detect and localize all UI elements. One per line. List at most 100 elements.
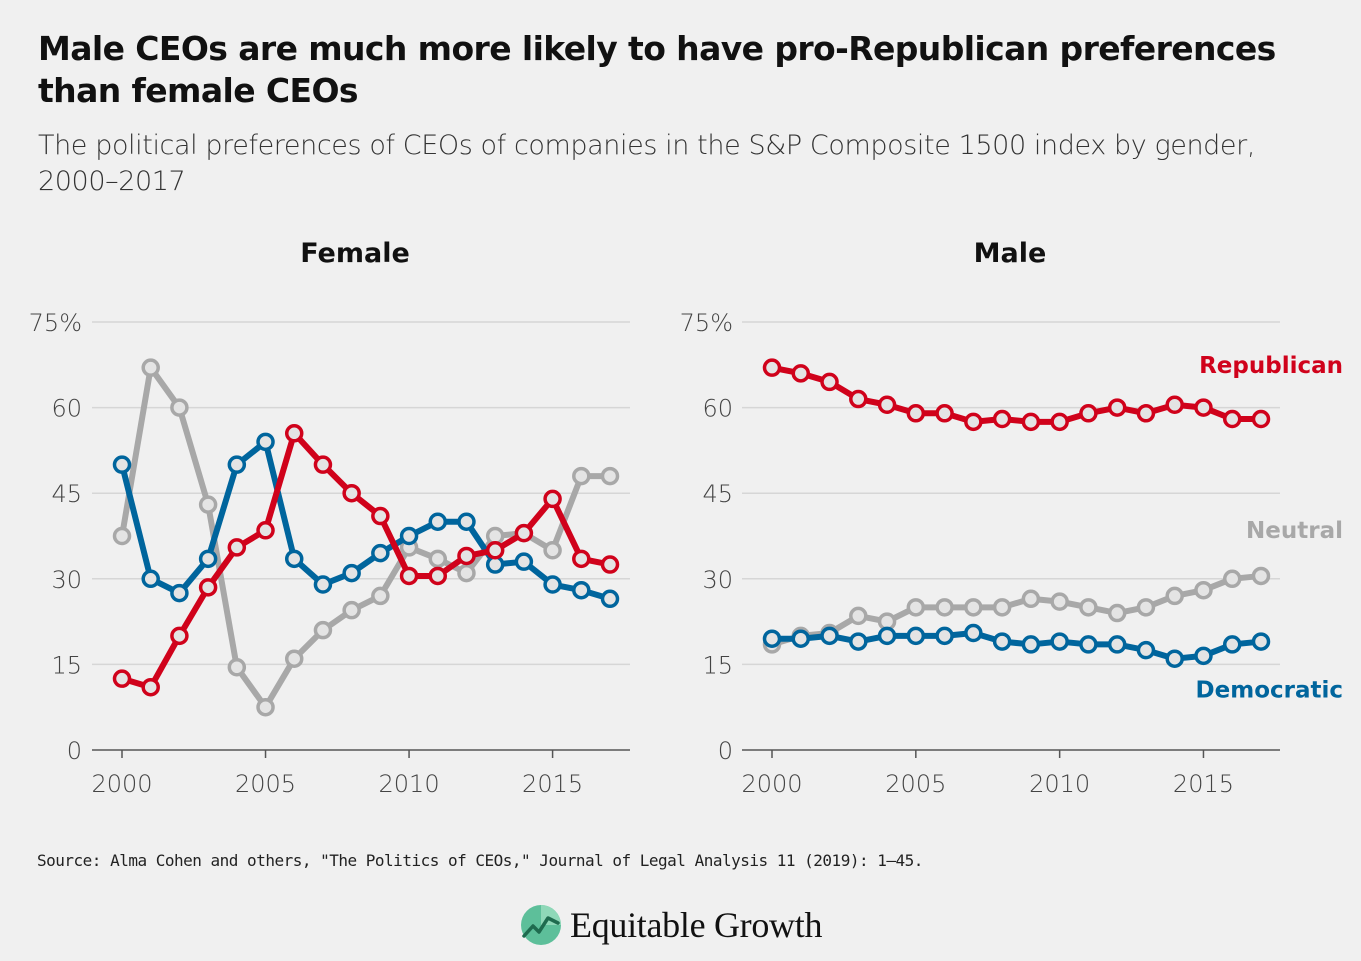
data-point-republican bbox=[198, 578, 218, 597]
equitable-growth-icon bbox=[521, 905, 561, 945]
data-point-neutral bbox=[457, 563, 476, 583]
data-point-neutral bbox=[141, 358, 160, 377]
data-point-democratic bbox=[141, 569, 160, 589]
x-tick-label: 2015 bbox=[1173, 770, 1234, 798]
y-tick-label: 15 bbox=[51, 651, 82, 679]
data-point-republican bbox=[572, 549, 591, 569]
data-point-democratic bbox=[1222, 635, 1242, 654]
y-tick-label: 15 bbox=[702, 651, 733, 679]
series-line-neutral bbox=[119, 364, 613, 711]
data-point-neutral bbox=[906, 598, 926, 617]
data-point-neutral bbox=[1050, 592, 1069, 611]
data-point-republican bbox=[457, 546, 476, 566]
data-point-democratic bbox=[1021, 635, 1041, 654]
data-point-democratic bbox=[1050, 632, 1069, 651]
series-line-democratic bbox=[769, 630, 1264, 662]
y-tick-label: 45 bbox=[51, 480, 82, 508]
data-point-republican bbox=[1050, 412, 1069, 432]
source-note: Source: Alma Cohen and others, "The Poli… bbox=[37, 851, 923, 870]
data-point-republican bbox=[964, 412, 983, 432]
data-point-republican bbox=[992, 409, 1012, 429]
chart-subtitle: The political preferences of CEOs of com… bbox=[38, 130, 1256, 197]
data-point-neutral bbox=[849, 606, 868, 626]
data-point-neutral bbox=[1251, 566, 1271, 586]
data-point-neutral bbox=[1222, 569, 1242, 589]
panel-female: Female 75% 60 45 30 15 0 2000 2005 2010 2015 bbox=[29, 238, 630, 798]
y-tick-label: 0 bbox=[67, 737, 82, 765]
data-point-democratic bbox=[112, 455, 132, 474]
data-point-democratic bbox=[313, 575, 333, 594]
data-point-neutral bbox=[572, 466, 591, 486]
logo-text: Equitable Growth bbox=[570, 905, 823, 945]
x-tick-label: 2000 bbox=[91, 770, 152, 798]
data-point-democratic bbox=[256, 432, 275, 452]
x-tick-label: 2015 bbox=[522, 770, 583, 798]
data-point-republican bbox=[514, 523, 534, 543]
data-point-republican bbox=[399, 566, 419, 586]
data-point-republican bbox=[284, 424, 304, 443]
data-point-neutral bbox=[543, 541, 562, 560]
data-point-neutral bbox=[600, 466, 620, 486]
data-point-democratic bbox=[1079, 635, 1098, 654]
data-point-republican bbox=[600, 555, 620, 574]
data-point-democratic bbox=[1165, 649, 1184, 668]
x-tick-label: 2000 bbox=[741, 770, 802, 798]
data-point-neutral bbox=[1194, 580, 1213, 600]
data-point-democratic bbox=[284, 549, 304, 569]
data-point-republican bbox=[877, 395, 897, 414]
y-tick-label: 60 bbox=[702, 395, 733, 423]
data-point-republican bbox=[112, 669, 132, 688]
data-point-neutral bbox=[284, 649, 304, 668]
data-point-republican bbox=[935, 404, 954, 423]
panel-male: Male 75% 60 45 30 15 0 2000 2005 2010 2015 Republic… bbox=[680, 238, 1343, 798]
y-tick-label: 75% bbox=[680, 309, 733, 337]
data-point-republican bbox=[1021, 412, 1041, 432]
data-point-neutral bbox=[1165, 586, 1184, 606]
data-point-democratic bbox=[457, 512, 476, 531]
data-point-democratic bbox=[227, 455, 247, 474]
data-point-neutral bbox=[198, 495, 218, 514]
logo: Equitable Growth bbox=[520, 902, 822, 948]
data-point-republican bbox=[849, 389, 868, 409]
panel-title: Male bbox=[974, 238, 1047, 269]
data-point-republican bbox=[342, 483, 361, 503]
data-point-republican bbox=[543, 489, 562, 509]
data-point-neutral bbox=[1136, 598, 1156, 617]
data-point-republican bbox=[1165, 395, 1184, 414]
data-point-neutral bbox=[227, 658, 247, 677]
series-label-republican: Republican bbox=[1199, 353, 1343, 379]
data-point-democratic bbox=[1136, 640, 1156, 660]
data-point-republican bbox=[428, 566, 448, 586]
y-tick-label: 30 bbox=[702, 566, 733, 594]
series-line-republican bbox=[769, 364, 1264, 425]
data-point-neutral bbox=[1021, 589, 1041, 609]
y-tick-label: 75% bbox=[29, 309, 82, 337]
data-point-democratic bbox=[342, 563, 361, 583]
data-point-democratic bbox=[170, 583, 189, 603]
series-line-neutral bbox=[769, 572, 1264, 648]
data-point-republican bbox=[170, 626, 189, 646]
data-point-democratic bbox=[992, 632, 1012, 651]
data-point-republican bbox=[256, 521, 275, 540]
data-point-republican bbox=[371, 506, 390, 526]
data-point-democratic bbox=[572, 580, 591, 600]
data-point-republican bbox=[227, 538, 247, 557]
data-point-republican bbox=[1079, 404, 1098, 423]
data-point-democratic bbox=[1107, 635, 1127, 654]
data-point-republican bbox=[1222, 409, 1242, 429]
data-point-democratic bbox=[877, 626, 897, 646]
data-point-republican bbox=[906, 404, 926, 423]
data-point-democratic bbox=[762, 629, 782, 648]
y-tick-label: 30 bbox=[51, 566, 82, 594]
x-tick-label: 2010 bbox=[1029, 770, 1090, 798]
data-point-neutral bbox=[313, 620, 333, 640]
data-point-democratic bbox=[791, 629, 811, 648]
data-point-neutral bbox=[935, 598, 954, 617]
data-point-neutral bbox=[1107, 603, 1127, 623]
y-tick-label: 45 bbox=[702, 480, 733, 508]
x-tick-label: 2005 bbox=[235, 770, 296, 798]
data-point-democratic bbox=[1194, 646, 1213, 666]
data-point-republican bbox=[485, 541, 505, 560]
data-point-neutral bbox=[170, 398, 189, 417]
data-point-neutral bbox=[428, 549, 448, 569]
